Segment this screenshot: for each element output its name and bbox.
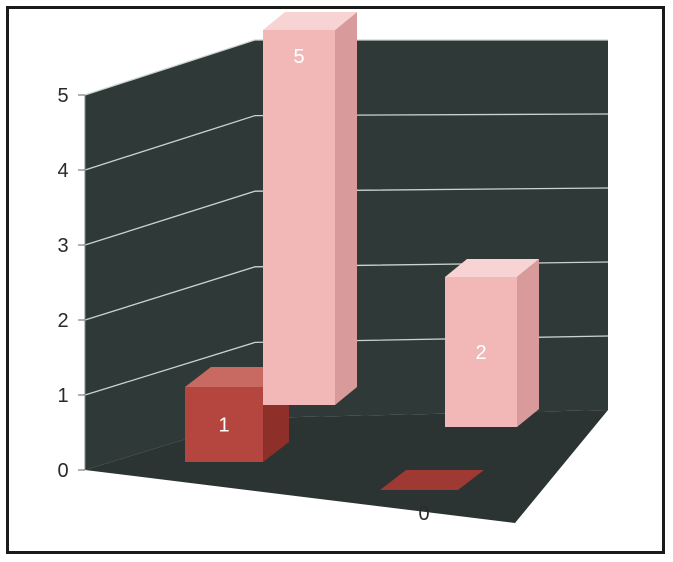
bar-3-side [517,259,539,427]
gridline [84,39,608,96]
left-wall [85,40,255,470]
bar-3-front [445,277,517,427]
y-tick-label: 5 [57,85,68,107]
bar-1-side [335,12,357,405]
bar-0-front [185,387,263,462]
bar-1-front [263,30,335,405]
data-label-2: 0 [418,503,429,525]
bar-2-flat [380,470,484,490]
gridline [84,113,609,171]
y-tick-label: 1 [57,385,68,407]
y-tick-label: 4 [57,160,68,182]
y-axis-ticks: 0 1 2 3 4 5 [57,85,85,482]
bar-3-top [445,259,539,277]
y-tick-label: 3 [57,235,68,257]
y-tick-label: 2 [57,310,68,332]
bar-1-top [263,12,357,30]
data-label-0: 1 [218,415,229,437]
y-tick-label: 0 [57,460,68,482]
gridline [84,187,609,246]
bars [185,12,539,490]
data-label-3: 2 [475,342,486,364]
data-label-1: 5 [293,46,304,68]
